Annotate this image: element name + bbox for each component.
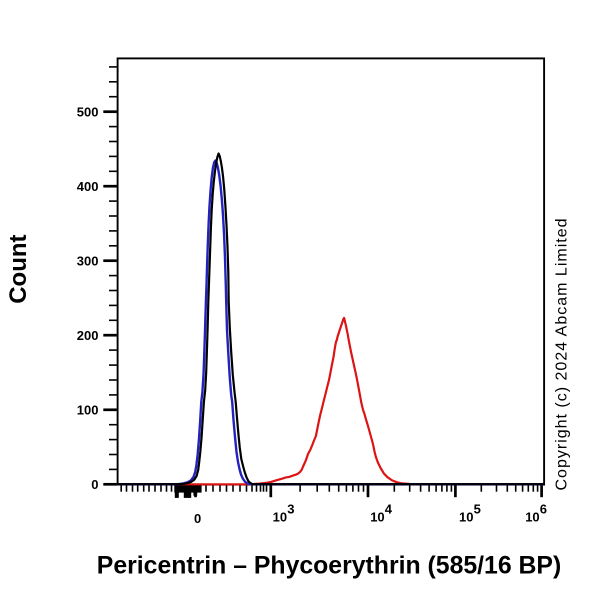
- svg-text:Pericentrin – Phycoerythrin (5: Pericentrin – Phycoerythrin (585/16 BP): [97, 553, 561, 580]
- svg-text:5: 5: [474, 501, 481, 516]
- svg-text:200: 200: [77, 328, 99, 343]
- svg-text:300: 300: [77, 253, 99, 268]
- svg-text:10: 10: [525, 510, 539, 525]
- svg-text:4: 4: [385, 501, 393, 516]
- svg-text:3: 3: [287, 501, 294, 516]
- svg-text:500: 500: [77, 104, 99, 119]
- svg-text:0: 0: [194, 511, 201, 526]
- svg-text:10: 10: [370, 510, 384, 525]
- svg-text:Count: Count: [5, 234, 32, 303]
- svg-text:10: 10: [459, 510, 473, 525]
- svg-text:Copyright (c) 2024 Abcam Limit: Copyright (c) 2024 Abcam Limited: [554, 218, 571, 491]
- svg-text:6: 6: [540, 501, 547, 516]
- svg-text:400: 400: [77, 179, 99, 194]
- svg-text:0: 0: [91, 477, 98, 492]
- svg-text:10: 10: [273, 510, 287, 525]
- svg-text:100: 100: [77, 403, 99, 418]
